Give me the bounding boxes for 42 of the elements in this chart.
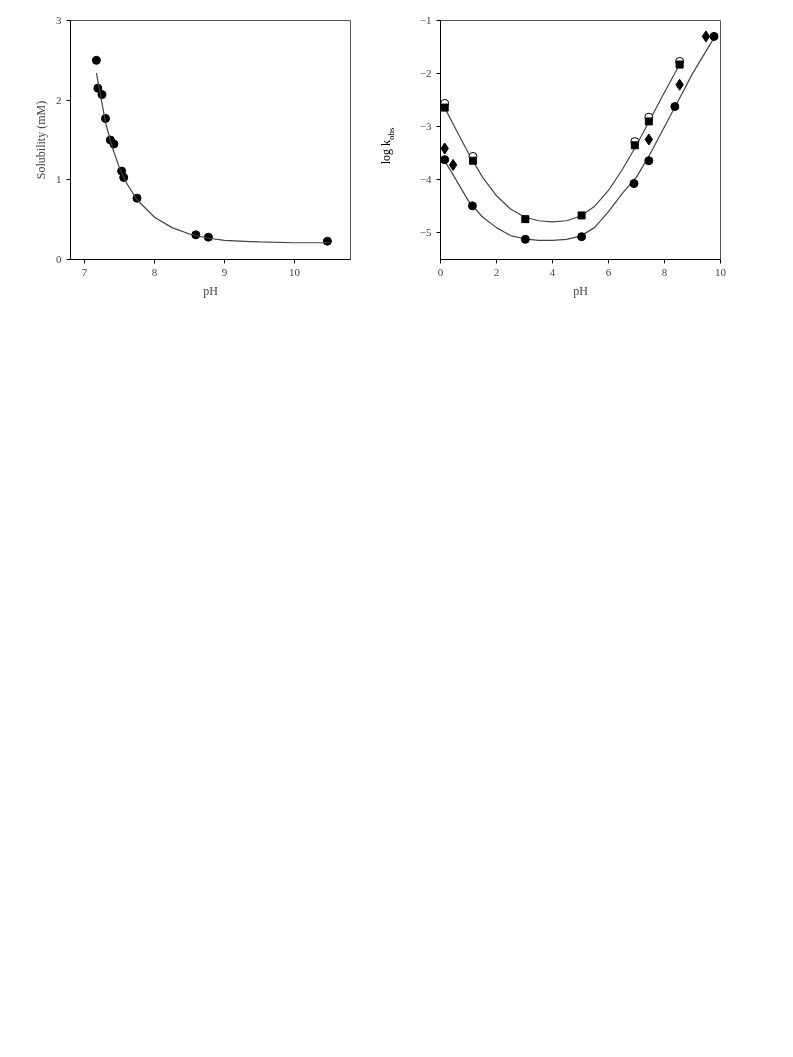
point xyxy=(670,102,680,112)
point xyxy=(644,156,654,166)
y-tick-label: −5 xyxy=(419,226,432,239)
x-tick-label: 6 xyxy=(605,265,612,278)
point xyxy=(709,31,719,41)
x-axis-title: pH xyxy=(573,283,589,298)
y-tick-label: −1 xyxy=(419,14,432,26)
point xyxy=(448,158,458,171)
y-tick-label: −2 xyxy=(419,67,432,80)
x-tick-label: 9 xyxy=(221,265,228,278)
y-axis-title: log kobs xyxy=(379,127,396,165)
y-tick-label: 1 xyxy=(56,173,62,186)
point xyxy=(467,201,477,211)
line-series xyxy=(95,72,331,244)
point xyxy=(577,211,586,220)
point xyxy=(520,234,530,244)
point xyxy=(629,179,639,189)
point xyxy=(440,155,450,165)
y-axis-title: Solubility (mM) xyxy=(34,100,48,180)
x-tick-label: 8 xyxy=(661,265,668,278)
x-tick-label: 4 xyxy=(549,265,556,278)
x-tick-label: 2 xyxy=(493,265,500,278)
y-tick-label: 2 xyxy=(56,93,62,106)
point xyxy=(521,215,530,224)
point xyxy=(91,55,101,65)
y-tick-label: −3 xyxy=(419,120,432,133)
x-tick-label: 8 xyxy=(151,265,158,278)
x-axis-title: pH xyxy=(203,283,219,298)
point xyxy=(440,103,449,112)
point xyxy=(630,141,639,150)
point xyxy=(468,156,477,165)
x-tick-label: 10 xyxy=(289,265,301,278)
point xyxy=(675,60,684,69)
point xyxy=(701,30,711,43)
x-tick-label: 0 xyxy=(437,265,444,278)
point xyxy=(577,232,587,242)
y-tick-label: 0 xyxy=(56,253,62,265)
x-tick-label: 10 xyxy=(715,265,727,278)
y-tick-label: 3 xyxy=(56,14,62,26)
y-tick-label: −4 xyxy=(419,173,432,186)
x-tick-label: 7 xyxy=(81,265,88,278)
point xyxy=(644,117,653,126)
